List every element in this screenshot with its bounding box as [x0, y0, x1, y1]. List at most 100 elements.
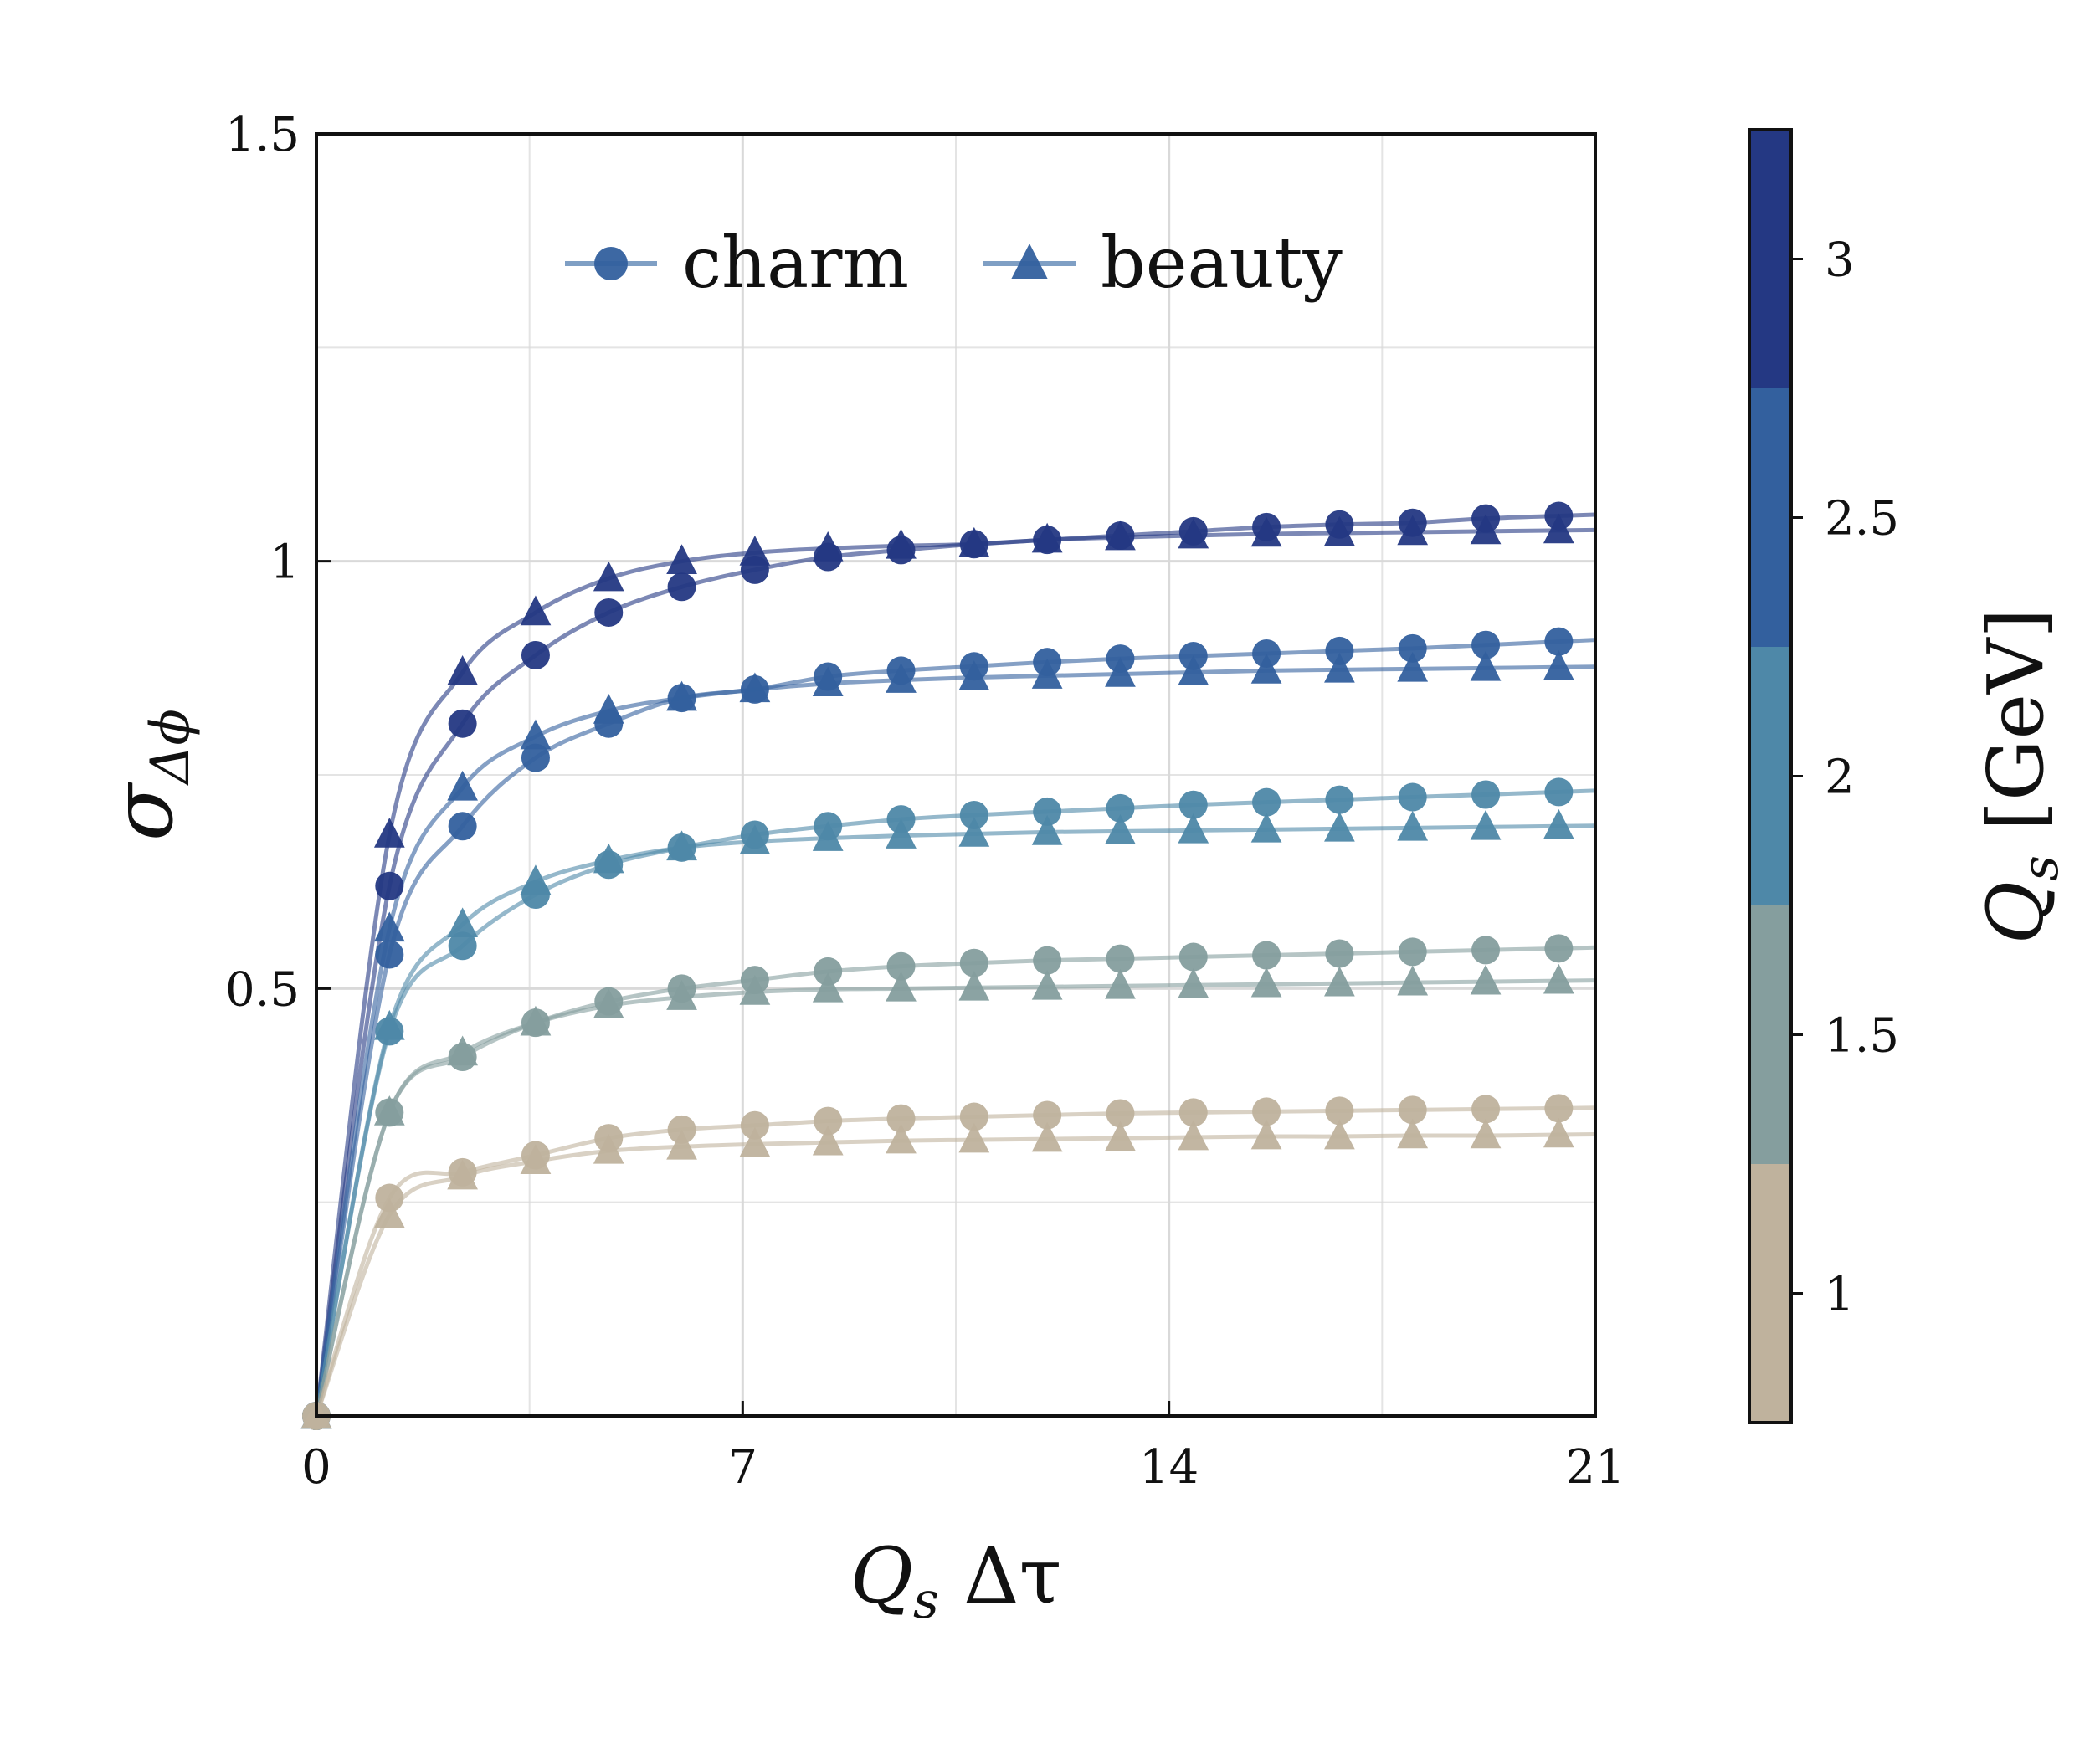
charm-marker-qs-1	[667, 1115, 696, 1144]
beauty-marker-qs-3	[1470, 514, 1502, 545]
beauty-marker-qs-2_5	[812, 666, 844, 697]
charm-marker-qs-1_5	[886, 951, 916, 981]
beauty-marker-qs-2	[666, 830, 697, 861]
beauty-marker-qs-3	[666, 544, 697, 574]
beauty-marker-qs-1	[447, 1159, 478, 1190]
colorbar-tick-label: 1.5	[1825, 1009, 1899, 1064]
colorbar-tick-label: 3	[1825, 233, 1855, 288]
charm-marker-qs-1_5	[1398, 937, 1427, 967]
beauty-marker-qs-1	[1324, 1119, 1355, 1150]
beauty-marker-qs-2	[593, 843, 624, 874]
charm-marker-qs-3	[667, 572, 696, 602]
charm-marker-qs-3	[448, 709, 477, 738]
charm-marker-qs-1_5	[959, 948, 988, 977]
colorbar-band	[1749, 1164, 1791, 1423]
charm-marker-qs-1_5	[814, 957, 843, 986]
beauty-marker-qs-3	[520, 595, 552, 626]
beauty-marker-qs-2	[1397, 810, 1429, 841]
axis-ticks: 0 7 14 21 0.5 1 1.5	[225, 108, 1625, 1495]
colorbar: 1 1.5 2 2.5 3	[1748, 128, 1899, 1424]
charm-marker-qs-2	[1325, 785, 1354, 814]
charm-marker-qs-2_5	[375, 940, 404, 969]
charm-marker-qs-1_5	[1252, 941, 1281, 970]
charm-marker-qs-1	[959, 1102, 988, 1131]
beauty-marker-qs-1_5	[666, 980, 697, 1010]
beauty-marker-qs-1	[1543, 1117, 1574, 1148]
beauty-marker-qs-1_5	[1470, 964, 1502, 995]
series-line-beauty-qs-1	[314, 1131, 1596, 1417]
beauty-marker-qs-3	[958, 526, 990, 557]
beauty-marker-qs-1	[886, 1123, 917, 1154]
beauty-marker-qs-2	[958, 817, 990, 847]
beauty-marker-qs-2	[520, 864, 552, 895]
charm-marker-qs-2_5	[1325, 636, 1354, 665]
beauty-marker-qs-2	[1178, 813, 1209, 844]
svg-text:σΔϕ: σΔϕ	[94, 709, 202, 841]
beauty-marker-qs-1	[520, 1144, 552, 1174]
charm-marker-qs-2	[1033, 797, 1062, 826]
beauty-marker-qs-1_5	[373, 1095, 405, 1126]
y-tick-label: 0.5	[225, 962, 300, 1017]
charm-marker-qs-2	[1471, 780, 1501, 809]
beauty-marker-qs-1_5	[1397, 965, 1429, 996]
charm-marker-qs-2_5	[521, 743, 550, 772]
beauty-marker-qs-1	[1105, 1121, 1136, 1151]
beauty-marker-qs-1_5	[958, 970, 990, 1001]
charm-marker-qs-2	[1106, 793, 1135, 823]
beauty-marker-qs-2_5	[1031, 659, 1063, 689]
charm-marker-qs-2	[448, 931, 477, 961]
legend-triangle-icon	[1011, 244, 1048, 279]
beauty-marker-qs-1_5	[1178, 967, 1209, 998]
plot-area: 0 7 14 21 0.5 1 1.5	[225, 108, 1625, 1495]
charm-marker-qs-3	[521, 641, 550, 670]
beauty-marker-qs-2_5	[1105, 657, 1136, 687]
beauty-marker-qs-1_5	[1031, 969, 1063, 1000]
series-line-charm-qs-1	[314, 1105, 1596, 1417]
svg-text:Qs Δτ: Qs Δτ	[850, 1531, 1062, 1630]
beauty-marker-qs-1	[593, 1133, 624, 1164]
legend-circle-icon	[594, 247, 628, 280]
charm-marker-qs-3	[594, 598, 624, 627]
charm-marker-qs-1	[1252, 1097, 1281, 1126]
beauty-marker-qs-2	[1105, 814, 1136, 844]
colorbar-band	[1749, 130, 1791, 388]
beauty-marker-qs-1_5	[886, 971, 917, 1002]
charm-marker-qs-2	[1544, 777, 1574, 807]
charm-marker-qs-1_5	[1106, 944, 1135, 973]
colorbar-tick-label: 2.5	[1825, 492, 1899, 546]
beauty-marker-qs-2_5	[1543, 649, 1574, 680]
beauty-marker-qs-2	[1470, 809, 1502, 840]
beauty-marker-qs-3	[812, 531, 844, 562]
beauty-marker-qs-1	[812, 1125, 844, 1156]
charm-marker-qs-1	[1106, 1099, 1135, 1128]
beauty-marker-qs-2_5	[958, 660, 990, 690]
legend: charm beauty	[565, 222, 1343, 304]
beauty-marker-qs-2_5	[447, 770, 478, 801]
charm-marker-qs-2_5	[1471, 630, 1501, 659]
beauty-marker-qs-3	[886, 528, 917, 559]
charm-marker-qs-1	[1398, 1095, 1427, 1125]
x-tick-label: 21	[1565, 1440, 1625, 1495]
svg-text:Qs [GeV]: Qs [GeV]	[1971, 608, 2070, 945]
beauty-marker-qs-2_5	[520, 719, 552, 750]
charm-marker-qs-1	[814, 1106, 843, 1136]
beauty-marker-qs-2	[886, 818, 917, 849]
charm-marker-qs-1_5	[1033, 946, 1062, 975]
beauty-marker-qs-3	[739, 536, 771, 566]
charm-marker-qs-2	[1178, 790, 1208, 819]
x-tick-label: 7	[728, 1440, 758, 1495]
x-axis-title: Qs Δτ	[850, 1531, 1062, 1630]
beauty-marker-qs-3	[1178, 518, 1209, 549]
beauty-marker-qs-1	[373, 1198, 405, 1228]
beauty-marker-qs-1	[666, 1129, 697, 1160]
beauty-marker-qs-2_5	[373, 911, 405, 942]
series-markers	[300, 501, 1574, 1430]
charm-marker-qs-2_5	[1544, 627, 1574, 656]
beauty-marker-qs-1	[1031, 1121, 1063, 1152]
legend-label: charm	[682, 222, 909, 304]
colorbar-tick-label: 2	[1825, 751, 1855, 805]
charm-marker-qs-1_5	[1325, 939, 1354, 968]
beauty-marker-qs-1_5	[1250, 967, 1282, 998]
beauty-marker-qs-1_5	[1105, 968, 1136, 999]
charm-marker-qs-2	[959, 801, 988, 830]
